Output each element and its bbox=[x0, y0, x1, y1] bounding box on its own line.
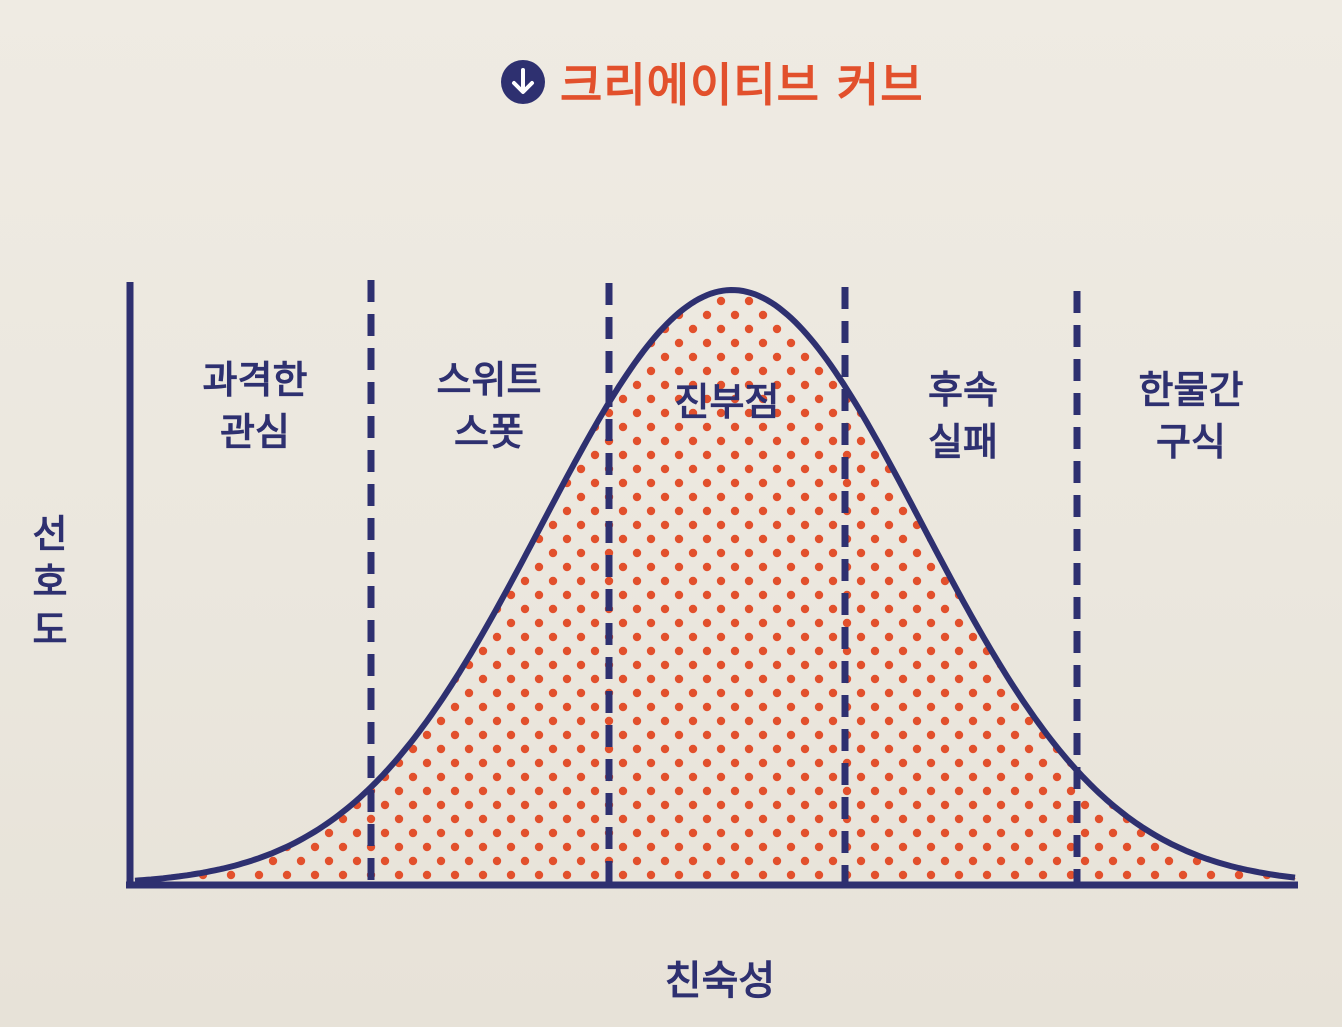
curve-dotted-area bbox=[135, 290, 1298, 885]
zone-2-line1: 스위트 bbox=[436, 358, 542, 402]
zone-label-4: 후속 실패 bbox=[898, 364, 1028, 468]
zone-1-line2: 관심 bbox=[220, 410, 290, 454]
arrow-down-circle-icon bbox=[501, 60, 545, 104]
title-text: 크리에이티브 커브 bbox=[560, 58, 924, 112]
zone-dividers bbox=[367, 280, 1081, 884]
x-axis-label: 친숙성 bbox=[664, 958, 776, 1004]
zone-label-5: 한물간 구식 bbox=[1126, 364, 1256, 468]
zone-label-3: 진부점 bbox=[662, 376, 792, 428]
zone-4-line1: 후속 bbox=[928, 368, 998, 412]
zone-label-1: 과격한 관심 bbox=[190, 354, 320, 458]
zone-4-line2: 실패 bbox=[928, 420, 998, 464]
y-axis-label-char-3: 도 bbox=[32, 608, 68, 652]
zone-5-line2: 구식 bbox=[1156, 420, 1226, 464]
zone-1-line1: 과격한 bbox=[202, 358, 308, 402]
y-axis-label: 선 호 도 bbox=[26, 510, 74, 654]
figure-title: 크리에이티브 커브 bbox=[500, 52, 924, 112]
zone-label-2: 스위트 스폿 bbox=[424, 354, 554, 458]
y-axis-label-char-2: 호 bbox=[32, 560, 68, 604]
zone-5-line1: 한물간 bbox=[1138, 368, 1244, 412]
zone-3-line1: 진부점 bbox=[674, 380, 780, 424]
y-axis-label-char-1: 선 bbox=[32, 512, 68, 556]
creative-curve-line bbox=[134, 286, 1296, 884]
zone-2-line2: 스폿 bbox=[454, 410, 524, 454]
